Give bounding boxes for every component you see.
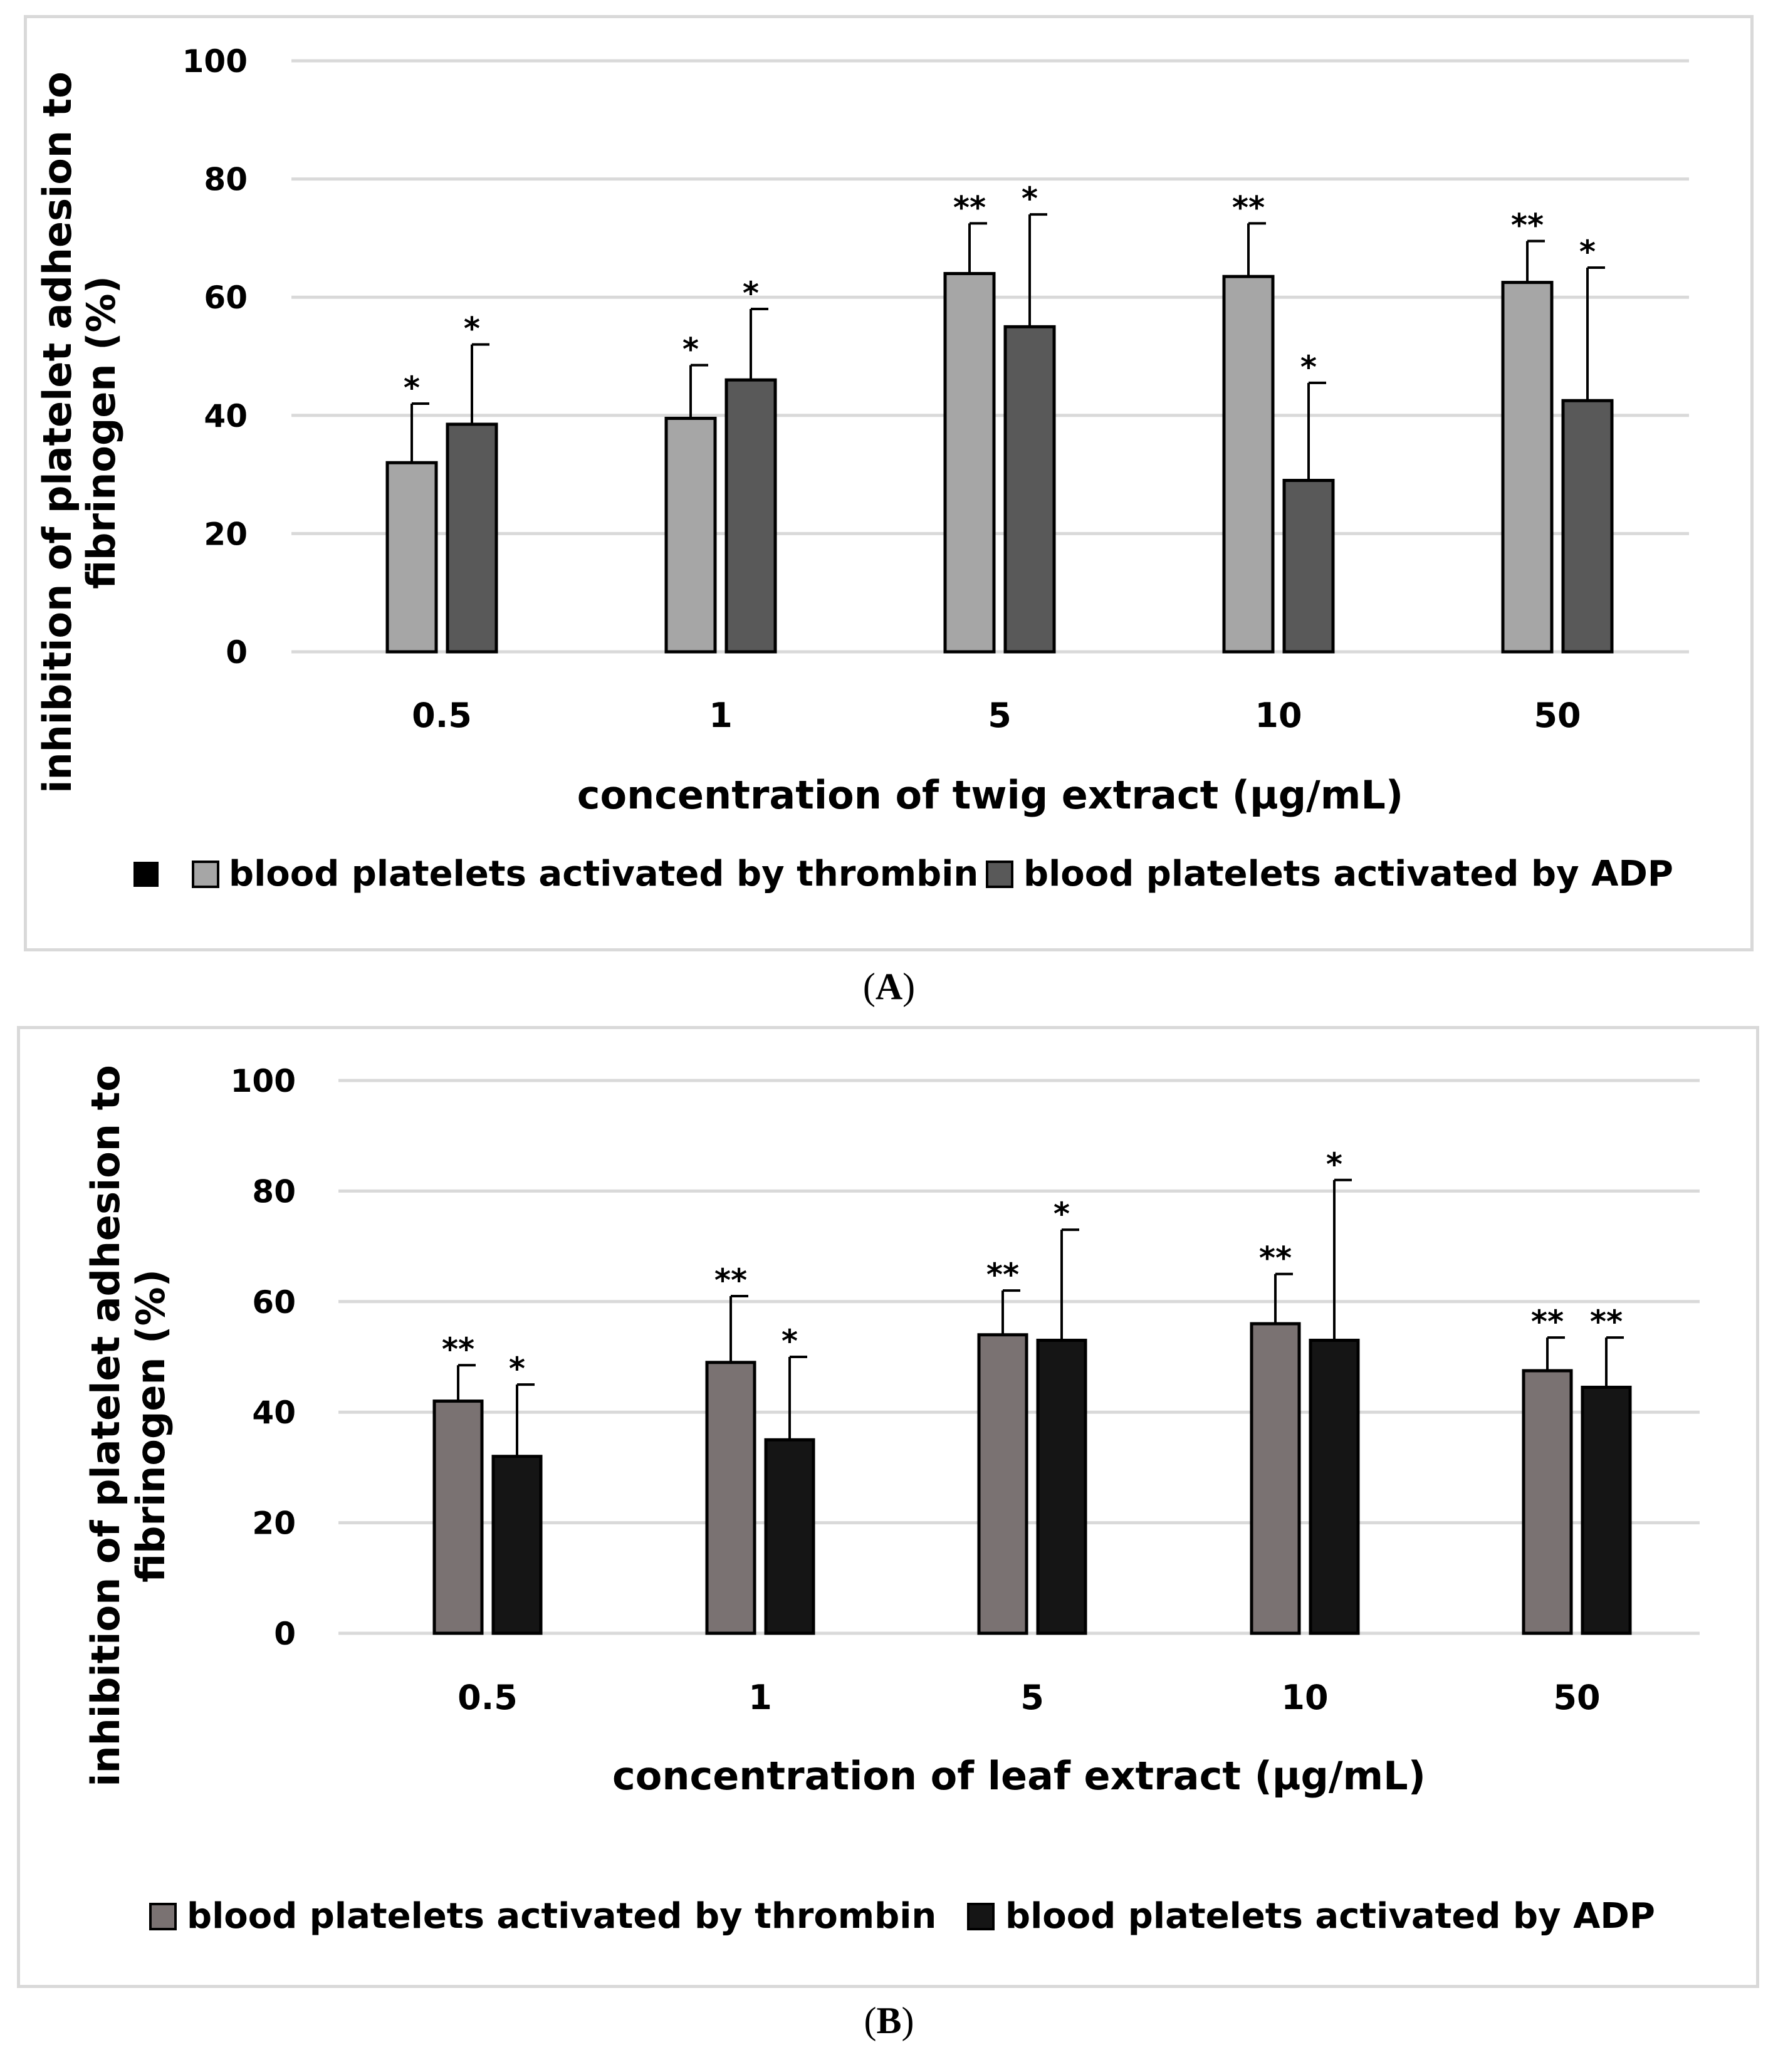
- panel-b-bar-series2: [1036, 1339, 1087, 1635]
- panel-b-bar-series1: [705, 1361, 756, 1635]
- panel-a-y-axis-label: inhibition of platelet adhesion to: [34, 71, 80, 793]
- panel-b-x-tick-label: 1: [748, 1678, 772, 1717]
- panel-b-x-tick-label: 5: [1020, 1678, 1044, 1717]
- panel-b-legend-swatch: [967, 1903, 995, 1930]
- panel-a-significance-mark: *: [404, 370, 420, 406]
- panel-b-significance-mark: *: [782, 1323, 798, 1359]
- panel-b-bar-series1: [432, 1400, 484, 1635]
- panel-b-y-tick-label: 80: [252, 1173, 296, 1210]
- panel-a-x-tick-label: 1: [709, 696, 733, 735]
- panel-a-bar-series2: [446, 422, 498, 654]
- panel-b-significance-mark: **: [442, 1331, 474, 1368]
- panel-a-significance-mark: *: [1022, 181, 1038, 217]
- panel-a-significance-mark: *: [1579, 234, 1596, 270]
- panel-b-y-tick-label: 40: [252, 1394, 296, 1431]
- panel-a-bar-series1: [1222, 275, 1275, 654]
- panel-b-bar-series2: [1581, 1386, 1632, 1635]
- panel-b-y-axis-label: inhibition of platelet adhesion to: [83, 1065, 128, 1787]
- panel-a-significance-mark: *: [743, 275, 759, 311]
- panel-b-y-tick-label: 20: [252, 1505, 296, 1542]
- panel-a-significance-mark: *: [682, 332, 699, 368]
- panel-b-legend-label: blood platelets activated by ADP: [1005, 1896, 1655, 1937]
- panel-b-y-tick-label: 100: [231, 1063, 296, 1099]
- panel-b-bar-series1: [1250, 1322, 1301, 1635]
- panel-a-significance-mark: *: [1300, 349, 1317, 385]
- panel-b-significance-mark: *: [509, 1351, 525, 1387]
- panel-b-legend-swatch: [149, 1903, 177, 1930]
- panel-a-label: (A): [862, 966, 916, 1007]
- panel-a-legend-swatch-extra: [133, 862, 159, 887]
- panel-a-significance-mark: **: [1232, 189, 1265, 226]
- panel-b-x-tick-label: 50: [1553, 1678, 1600, 1717]
- panel-b-significance-mark: **: [1590, 1304, 1623, 1340]
- panel-a-x-tick-label: 10: [1255, 696, 1302, 735]
- panel-a-bar-series2: [1561, 399, 1614, 654]
- panel-b-significance-mark: **: [1259, 1240, 1292, 1277]
- panel-b-bar-series2: [1309, 1339, 1360, 1635]
- panel-b-x-tick-label: 0.5: [458, 1678, 518, 1717]
- panel-b-bar-series2: [764, 1438, 815, 1635]
- panel-a-legend-label: blood platelets activated by ADP: [1023, 854, 1673, 894]
- panel-a-y-tick-label: 0: [226, 634, 248, 671]
- panel-b-significance-mark: *: [1326, 1146, 1342, 1183]
- panel-b-significance-mark: **: [1531, 1304, 1564, 1340]
- panel-a-y-axis-label: fibrinogen (%): [78, 276, 124, 589]
- panel-b-frame: [17, 1026, 1759, 1988]
- panel-a-y-tick-label: 80: [204, 162, 248, 198]
- panel-a-legend-label: blood platelets activated by thrombin: [229, 854, 978, 894]
- panel-a-x-tick-label: 0.5: [412, 696, 472, 735]
- panel-b-bar-series2: [491, 1455, 543, 1635]
- panel-a-legend-swatch: [986, 861, 1013, 888]
- panel-a-y-tick-label: 20: [204, 516, 248, 552]
- panel-a-significance-mark: **: [1511, 207, 1544, 244]
- panel-a-y-tick-label: 100: [182, 43, 248, 80]
- panel-b-significance-mark: **: [714, 1262, 747, 1299]
- panel-a-significance-mark: **: [953, 189, 986, 226]
- panel-a-y-tick-label: 40: [204, 398, 248, 434]
- panel-a-x-axis-label: concentration of twig extract (µg/mL): [577, 772, 1403, 818]
- panel-b-legend-label: blood platelets activated by thrombin: [187, 1896, 936, 1937]
- panel-a-x-tick-label: 50: [1534, 696, 1581, 735]
- panel-b-y-tick-label: 60: [252, 1284, 296, 1321]
- panel-a-bar-series1: [664, 417, 717, 654]
- panel-a-x-tick-label: 5: [988, 696, 1012, 735]
- panel-a-frame: [24, 15, 1754, 951]
- panel-a-bar-series1: [385, 461, 438, 654]
- panel-a-legend-swatch: [192, 861, 219, 888]
- panel-b-significance-mark: **: [986, 1257, 1019, 1293]
- panel-a-significance-mark: *: [464, 311, 480, 347]
- panel-a-y-tick-label: 60: [204, 280, 248, 316]
- panel-b-x-axis-label: concentration of leaf extract (µg/mL): [612, 1753, 1426, 1799]
- panel-b-bar-series1: [1522, 1369, 1573, 1635]
- panel-a-bar-series2: [1003, 325, 1056, 654]
- panel-b-y-tick-label: 0: [274, 1616, 296, 1652]
- panel-b-y-axis-label: fibrinogen (%): [128, 1269, 174, 1583]
- panel-b-label: (B): [864, 2000, 914, 2041]
- panel-b-significance-mark: *: [1054, 1196, 1070, 1232]
- panel-a-bar-series1: [1501, 281, 1554, 654]
- panel-b-bar-series1: [977, 1333, 1028, 1635]
- panel-b-x-tick-label: 10: [1281, 1678, 1328, 1717]
- panel-a-bar-series1: [943, 271, 996, 654]
